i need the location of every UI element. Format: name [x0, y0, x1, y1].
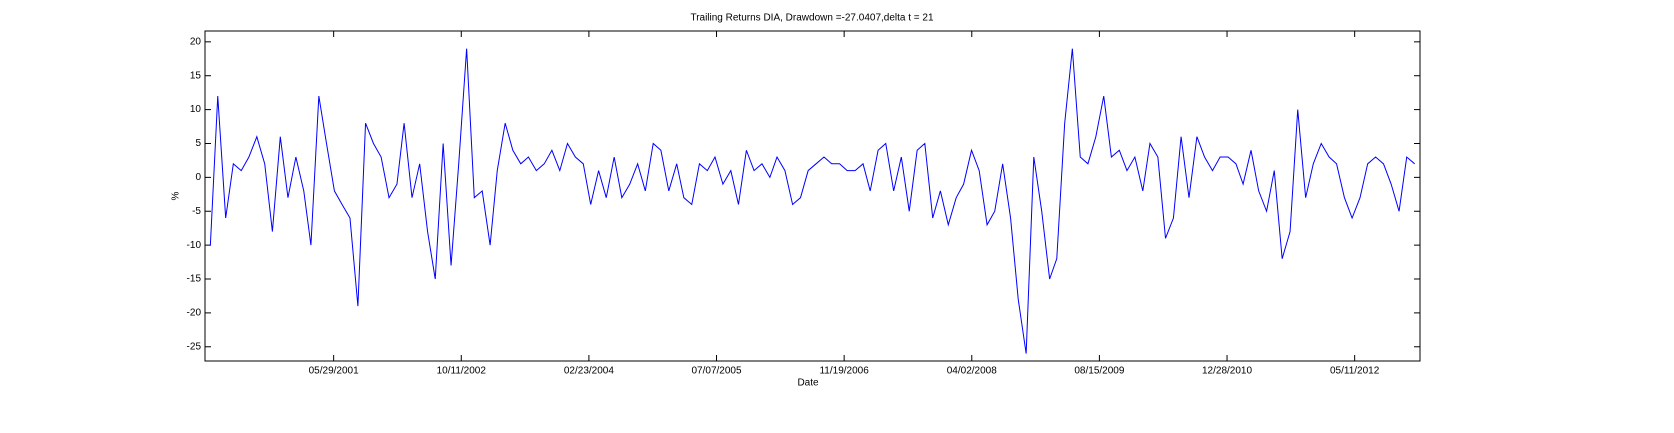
x-axis-label: Date — [797, 378, 819, 389]
x-tick-label: 02/23/2004 — [564, 366, 614, 377]
y-tick-label: 15 — [190, 70, 202, 81]
x-tick-label: 07/07/2005 — [691, 366, 741, 377]
y-tick-label: 0 — [195, 172, 201, 183]
y-tick-label: -10 — [187, 240, 202, 251]
y-tick-label: -15 — [187, 274, 202, 285]
x-tick-label: 08/15/2009 — [1074, 366, 1124, 377]
y-tick-label: -25 — [187, 341, 202, 352]
y-tick-label: -20 — [187, 308, 202, 319]
y-tick-label: 20 — [190, 36, 202, 47]
x-tick-label: 10/11/2002 — [437, 366, 487, 377]
y-axis-label: % — [171, 191, 182, 200]
x-tick-label: 12/28/2010 — [1202, 366, 1252, 377]
x-tick-label: 04/02/2008 — [947, 366, 997, 377]
data-line — [209, 48, 1415, 354]
x-tick-label: 05/29/2001 — [309, 366, 359, 377]
x-tick-label: 11/19/2006 — [819, 366, 869, 377]
x-tick-label: 05/11/2012 — [1330, 366, 1380, 377]
y-tick-label: -5 — [192, 206, 201, 217]
y-tick-label: 5 — [195, 138, 201, 149]
chart-title: Trailing Returns DIA, Drawdown =-27.0407… — [690, 13, 934, 24]
y-tick-label: 10 — [190, 104, 202, 115]
plot-area — [204, 30, 1421, 362]
